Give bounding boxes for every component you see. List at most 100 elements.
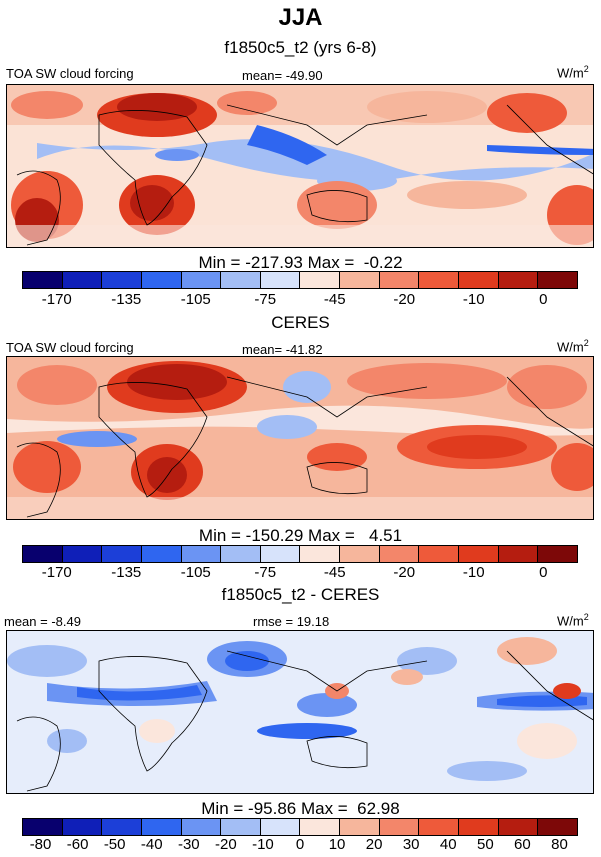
colorbar-box <box>141 546 182 562</box>
colorbar-tick-label: 40 <box>439 836 457 853</box>
panel2-title: CERES <box>271 313 330 332</box>
colorbar-box <box>340 819 380 835</box>
colorbar-box <box>459 546 499 562</box>
panel3-units: W/m2 <box>557 612 589 629</box>
panel3-map <box>6 630 594 794</box>
colorbar-box <box>62 819 103 835</box>
colorbar-box <box>538 546 577 562</box>
colorbar-box <box>459 272 499 288</box>
panel1-left-label: TOA SW cloud forcing <box>6 66 134 81</box>
panel2-map <box>6 356 594 520</box>
colorbar-tick-label: -10 <box>462 564 485 581</box>
colorbar-box <box>379 546 420 562</box>
season-title: JJA <box>278 4 323 31</box>
colorbar-box <box>419 546 460 562</box>
panel3-title: f1850c5_t2 - CERES <box>221 585 380 604</box>
colorbar-tick-label: 60 <box>514 836 531 853</box>
colorbar-box <box>221 546 261 562</box>
colorbar-tick-label: -10 <box>462 291 485 308</box>
colorbar-box <box>498 546 539 562</box>
panel2-field <box>7 357 593 519</box>
colorbar-box <box>419 272 460 288</box>
colorbar-box <box>181 272 222 288</box>
panel2-colorbar <box>22 545 578 563</box>
colorbar-box <box>300 819 341 835</box>
colorbar-tick-label: -80 <box>29 836 52 853</box>
colorbar-box <box>181 546 222 562</box>
colorbar-tick-label: -105 <box>180 291 211 308</box>
panel1-mean-label: mean= -49.90 <box>242 68 323 83</box>
panel3-colorbar <box>22 818 578 836</box>
colorbar-tick-label: 10 <box>328 836 346 853</box>
colorbar-box <box>498 272 539 288</box>
colorbar-tick-label: -170 <box>41 291 72 308</box>
colorbar-tick-label: -20 <box>393 564 416 581</box>
colorbar-box <box>23 546 63 562</box>
panel1-colorbar-ticks: -170 -135 -105 -75 -45 -20 -10 0 <box>22 291 578 311</box>
colorbar-box <box>221 272 261 288</box>
colorbar-box <box>62 272 103 288</box>
panel3-rmse-label: rmse = 19.18 <box>253 614 330 629</box>
colorbar-box <box>498 819 539 835</box>
colorbar-box <box>23 272 63 288</box>
panel2-colorbar-ticks: -170 -135 -105 -75 -45 -20 -10 0 <box>22 564 578 584</box>
panel3-field <box>7 631 593 793</box>
panel3-mean-label: mean = -8.49 <box>4 614 81 629</box>
colorbar-box <box>141 819 182 835</box>
panel2-mean-label: mean= -41.82 <box>242 342 323 357</box>
colorbar-tick-label: -40 <box>140 836 163 853</box>
colorbar-tick-label: -60 <box>66 836 89 853</box>
colorbar-box <box>181 819 222 835</box>
colorbar-box <box>221 819 261 835</box>
colorbar-tick-label: -170 <box>41 564 72 581</box>
colorbar-box <box>379 272 420 288</box>
colorbar-tick-label: 0 <box>539 291 548 308</box>
colorbar-box <box>62 546 103 562</box>
colorbar-box <box>459 819 499 835</box>
panel2-units: W/m2 <box>557 338 589 355</box>
colorbar-tick-label: -20 <box>393 291 416 308</box>
colorbar-tick-label: -45 <box>323 291 346 308</box>
colorbar-box <box>538 819 577 835</box>
colorbar-box <box>340 272 380 288</box>
colorbar-box <box>260 272 301 288</box>
panel2-left-label: TOA SW cloud forcing <box>6 340 134 355</box>
colorbar-box <box>538 272 577 288</box>
colorbar-tick-label: 50 <box>476 836 494 853</box>
colorbar-tick-label: -105 <box>180 564 211 581</box>
colorbar-tick-label: 80 <box>551 836 568 853</box>
panel1-title: f1850c5_t2 (yrs 6-8) <box>224 38 377 57</box>
colorbar-box <box>260 819 301 835</box>
colorbar-box <box>419 819 460 835</box>
colorbar-box <box>300 272 341 288</box>
colorbar-tick-label: 30 <box>402 836 420 853</box>
colorbar-box <box>379 819 420 835</box>
colorbar-tick-label: 20 <box>365 836 383 853</box>
colorbar-tick-label: 0 <box>295 836 305 853</box>
panel3-min-max: Min = -95.86 Max = 62.98 <box>201 799 400 818</box>
panel3-colorbar-ticks: -80 -60 -50 -40 -30 -20 -10 0 10 20 30 40 50 60 80 <box>22 836 578 856</box>
colorbar-tick-label: -75 <box>254 564 277 581</box>
colorbar-tick-label: -135 <box>111 291 142 308</box>
panel1-field <box>7 85 593 247</box>
colorbar-tick-label: -75 <box>254 291 277 308</box>
colorbar-tick-label: -10 <box>252 836 274 853</box>
panel2-min-max: Min = -150.29 Max = 4.51 <box>198 526 403 545</box>
colorbar-tick-label: -50 <box>103 836 126 853</box>
colorbar-box <box>102 272 142 288</box>
colorbar-tick-label: -30 <box>177 836 200 853</box>
colorbar-tick-label: -45 <box>323 564 346 581</box>
panel1-units: W/m2 <box>557 64 589 81</box>
colorbar-box <box>340 546 380 562</box>
colorbar-tick-label: 0 <box>539 564 548 581</box>
colorbar-box <box>102 819 142 835</box>
panel1-colorbar <box>22 271 578 289</box>
colorbar-box <box>260 546 301 562</box>
panel1-min-max: Min = -217.93 Max = -0.22 <box>198 253 403 272</box>
colorbar-box <box>141 272 182 288</box>
panel1-map <box>6 84 594 248</box>
colorbar-tick-label: -135 <box>111 564 142 581</box>
colorbar-box <box>23 819 63 835</box>
colorbar-box <box>300 546 341 562</box>
colorbar-tick-label: -20 <box>215 836 237 853</box>
